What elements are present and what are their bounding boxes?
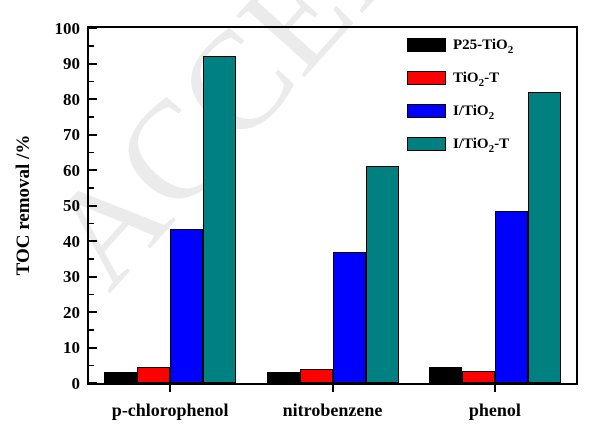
y-minor-tick (89, 151, 94, 153)
plot-area: P25-TiO2 TiO2-T I/TiO2 I/TiO2-T (87, 26, 578, 385)
y-minor-tick (89, 116, 94, 118)
y-major-tick (89, 27, 97, 29)
y-minor-tick (89, 45, 94, 47)
y-major-tick (89, 275, 97, 278)
y-minor-tick (89, 187, 94, 189)
y-tick-label: 10 (63, 338, 80, 357)
bar-TiO2-T-phenol (461, 370, 495, 383)
bar-P25-TiO2-phenol (428, 367, 462, 383)
legend-label-TiO2-T: TiO2-T (453, 70, 500, 89)
bar-I/TiO2-T-nitrobenzene (365, 166, 399, 383)
y-minor-tick (89, 222, 94, 224)
y-major-tick (89, 133, 97, 136)
bar-I/TiO2-nitrobenzene (332, 251, 366, 383)
y-major-tick (89, 382, 97, 384)
y-tick-label: 90 (63, 54, 80, 73)
y-major-tick (89, 169, 97, 171)
legend-label-P25-TiO2: P25-TiO2 (453, 37, 514, 56)
x-tick (493, 385, 496, 392)
y-minor-tick (89, 80, 94, 82)
y-tick-label: 100 (54, 18, 81, 38)
legend-swatch-P25-TiO2 (407, 38, 446, 52)
y-tick-label: 70 (63, 125, 80, 144)
x-category-label: nitrobenzene (282, 400, 383, 420)
y-major-tick (89, 204, 97, 207)
bar-I/TiO2-T-p-chlorophenol (203, 56, 237, 383)
y-major-tick (89, 240, 97, 242)
x-category-label: p-chlorophenol (111, 400, 229, 420)
y-minor-tick (89, 329, 94, 331)
y-tick-label: 60 (63, 160, 80, 180)
legend-swatch-I/TiO2-T (407, 137, 446, 151)
bar-TiO2-T-p-chlorophenol (137, 367, 171, 383)
y-tick-label: 50 (63, 196, 80, 215)
x-tick (331, 385, 334, 392)
bar-P25-TiO2-p-chlorophenol (104, 372, 138, 383)
bar-I/TiO2-p-chlorophenol (170, 228, 204, 383)
y-major-tick (89, 98, 97, 100)
bar-TiO2-T-nitrobenzene (299, 368, 333, 383)
bar-P25-TiO2-nitrobenzene (266, 372, 300, 383)
legend-label-I/TiO2-T: I/TiO2-T (453, 136, 510, 155)
legend-swatch-I/TiO2 (407, 104, 446, 118)
y-minor-tick (89, 364, 94, 366)
y-tick-label: 30 (63, 267, 80, 286)
legend-label-I/TiO2: I/TiO2 (453, 103, 495, 122)
x-tick (169, 385, 172, 392)
x-category-label: phenol (468, 400, 521, 420)
y-tick-label: 40 (63, 231, 80, 251)
legend-swatch-TiO2-T (407, 71, 446, 85)
y-tick-label: 0 (71, 373, 81, 393)
y-major-tick (89, 346, 97, 349)
y-minor-tick (89, 258, 94, 260)
y-major-tick (89, 311, 97, 313)
bar-I/TiO2-T-phenol (527, 91, 561, 383)
y-tick-label: 20 (63, 302, 80, 322)
y-tick-label: 80 (63, 89, 80, 109)
y-major-tick (89, 62, 97, 65)
bar-I/TiO2-phenol (494, 210, 528, 383)
y-minor-tick (89, 293, 94, 295)
